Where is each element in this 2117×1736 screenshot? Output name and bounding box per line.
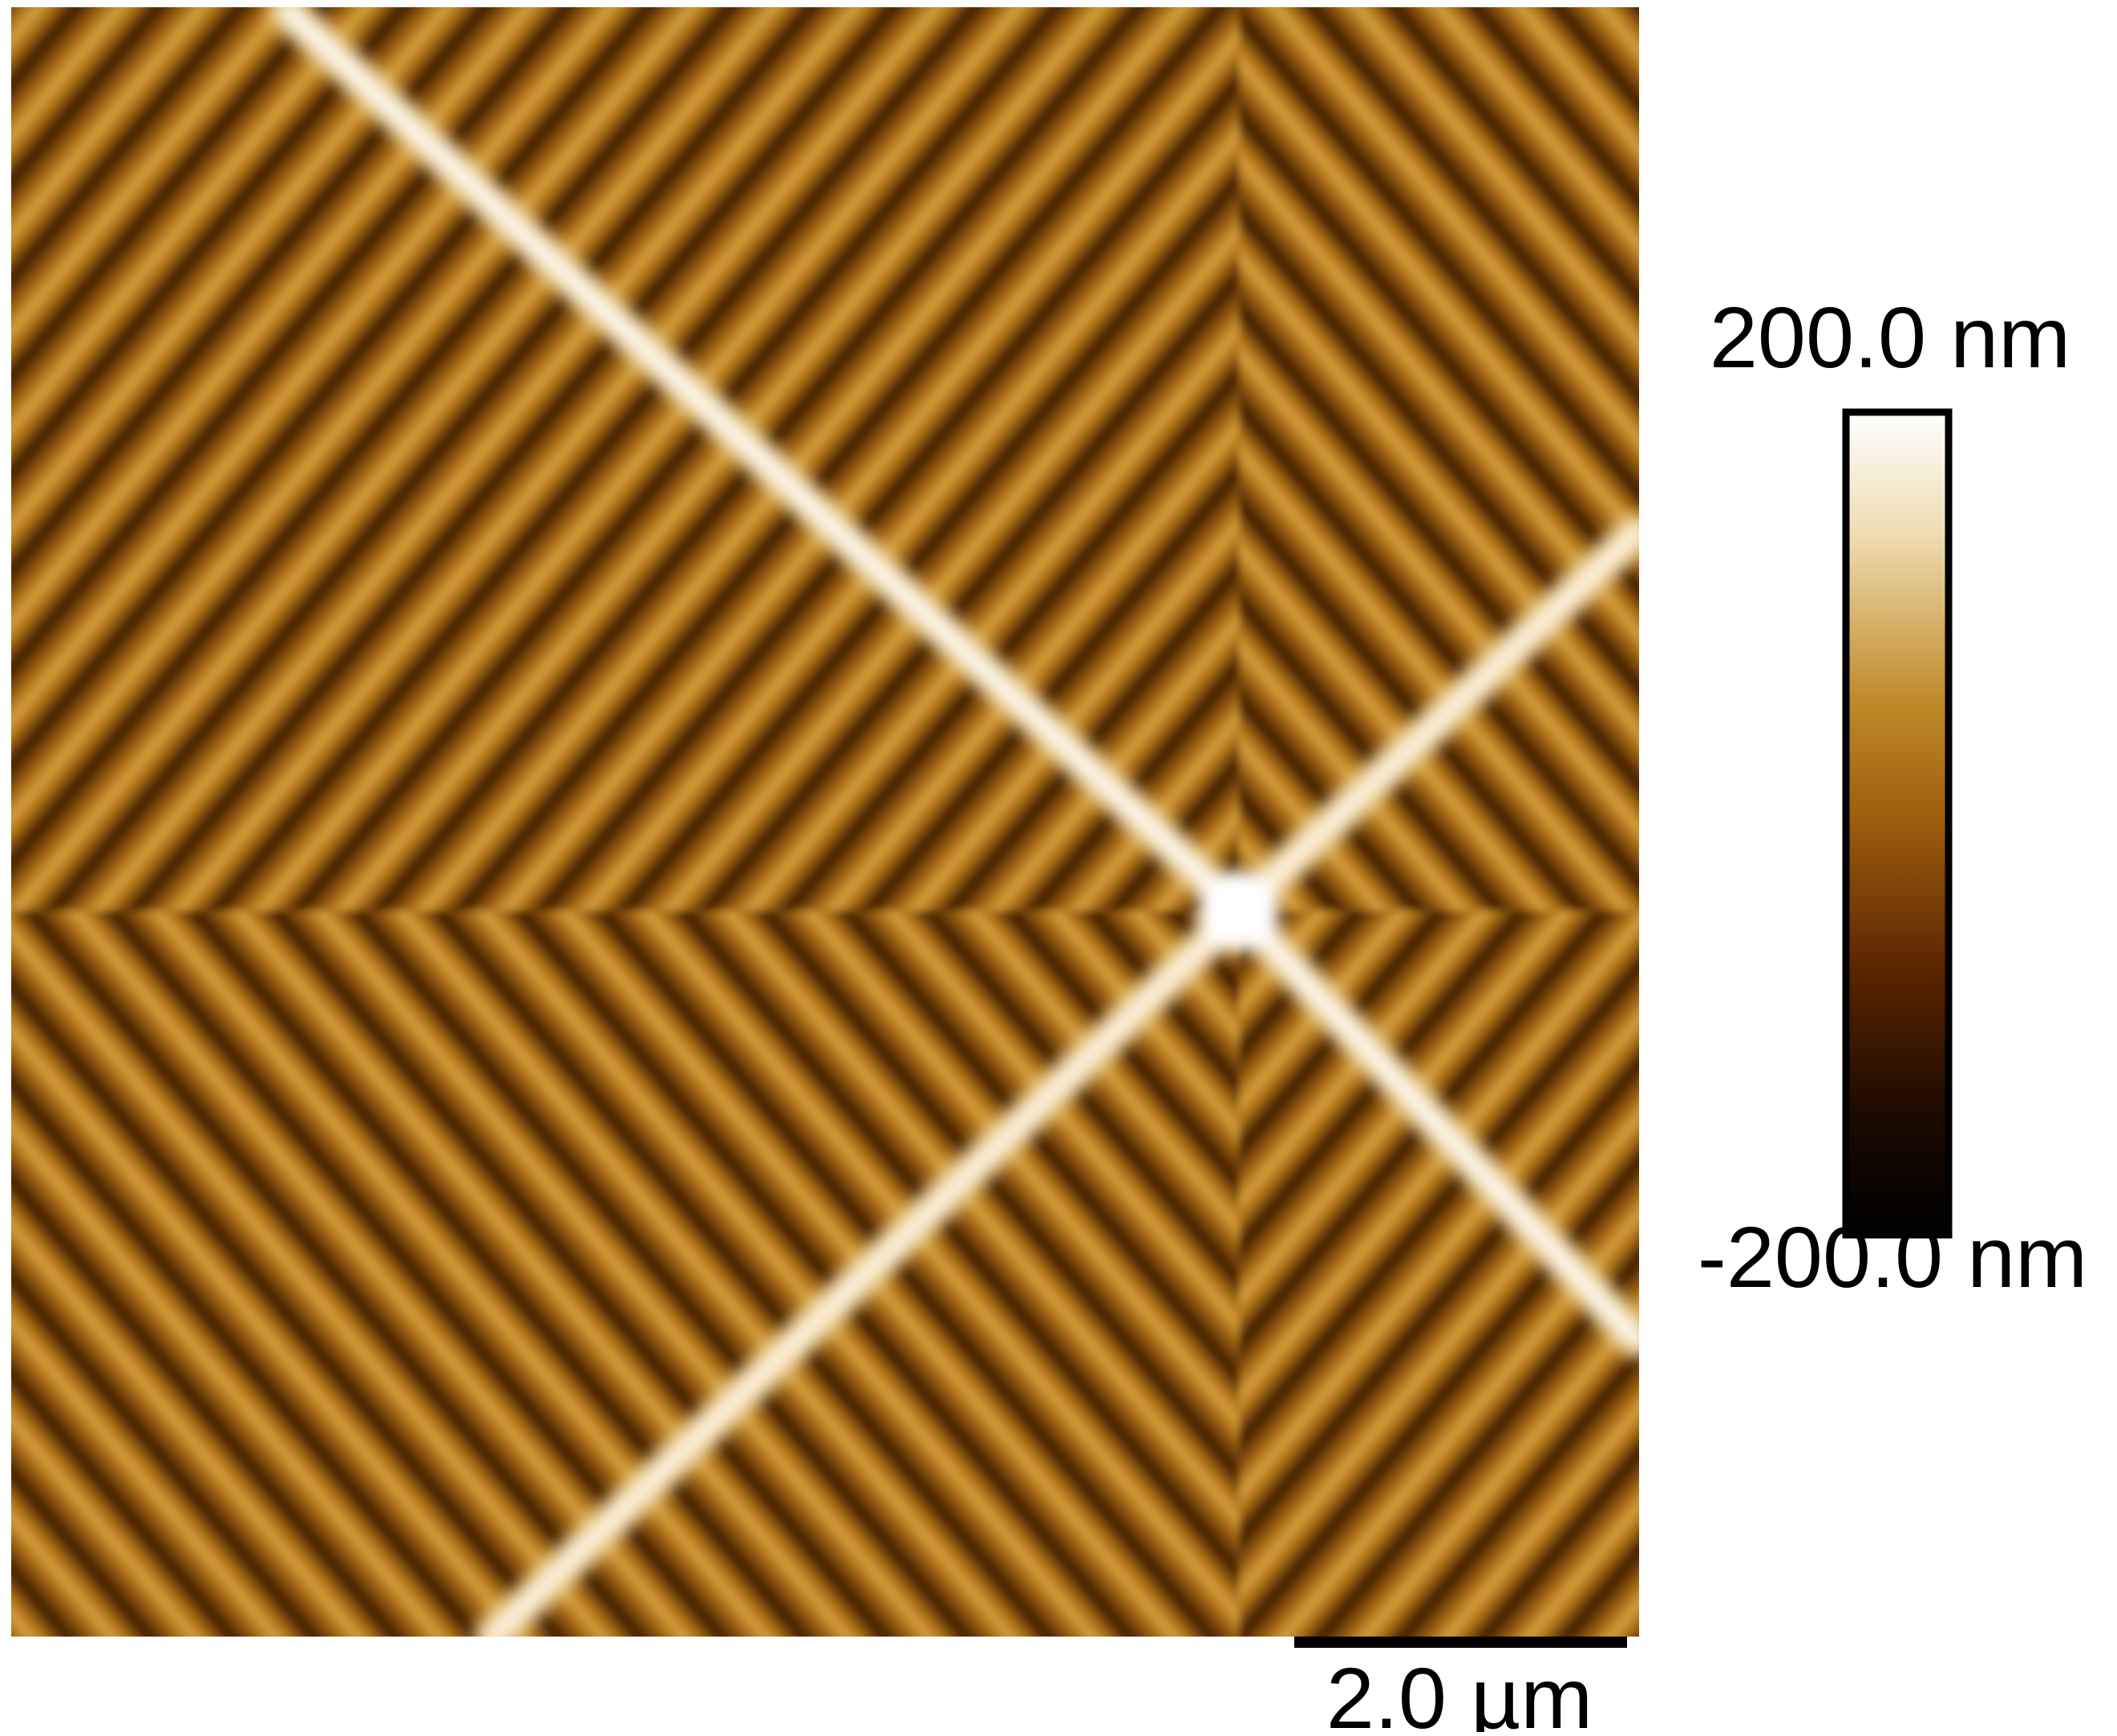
- colorbar-min-label: -200.0 nm: [1698, 1208, 2087, 1305]
- scale-bar: [1294, 1637, 1627, 1648]
- afm-image: [11, 7, 1639, 1637]
- colorbar: [1842, 408, 1953, 1239]
- colorbar-max-label: 200.0 nm: [1710, 289, 2070, 386]
- scale-bar-label: 2.0 µm: [1326, 1649, 1593, 1732]
